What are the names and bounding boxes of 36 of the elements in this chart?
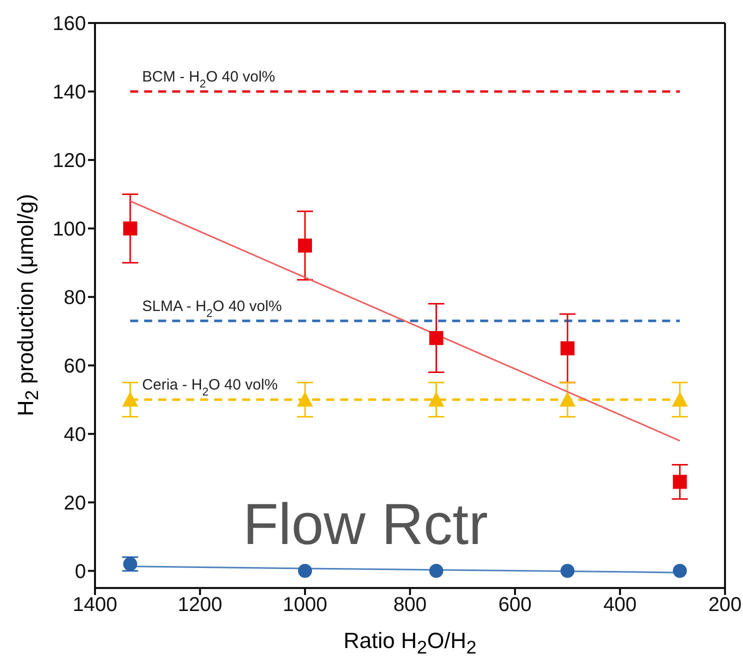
x-tick-label: 1000 <box>282 594 328 616</box>
x-tick-label: 1400 <box>72 594 118 616</box>
point <box>560 564 574 578</box>
y-tick-label: 20 <box>64 492 86 514</box>
y-tick-label: 140 <box>52 82 86 104</box>
point <box>123 221 138 236</box>
x-axis-title: Ratio H$_{2}$O/H$_{2}$ <box>342 628 478 658</box>
x-tick-label: 400 <box>603 594 637 616</box>
x-tick-label: 600 <box>498 594 532 616</box>
point <box>298 564 312 578</box>
ref-line-label: BCM - H$_{2}$O 40 vol% <box>142 68 276 90</box>
point <box>672 474 687 489</box>
y-tick-label: 160 <box>52 13 86 36</box>
x-tick-label: 200 <box>708 594 742 616</box>
y-tick-label: 0 <box>74 560 86 583</box>
point <box>429 331 444 346</box>
point <box>560 392 576 407</box>
point <box>429 564 444 578</box>
point <box>672 564 687 578</box>
y-tick-label: 100 <box>52 218 86 241</box>
point <box>122 392 138 407</box>
point <box>428 392 444 407</box>
y-tick-label: 60 <box>64 356 86 378</box>
point <box>297 392 313 407</box>
y-tick-label: 80 <box>64 287 86 310</box>
annotation: Flow Rctr <box>243 492 488 558</box>
point <box>672 392 688 407</box>
ref-line-label: Ceria - H$_{2}$O 40 vol% <box>142 376 278 399</box>
line-series <box>129 200 681 442</box>
point <box>560 341 574 356</box>
y-tick-label: 40 <box>64 424 86 446</box>
y-tick-label: 120 <box>52 150 86 172</box>
x-tick-label: 1200 <box>178 594 222 616</box>
ref-line-label: SLMA - H$_{2}$O 40 vol% <box>142 298 282 320</box>
point <box>298 238 312 253</box>
x-tick-label: 800 <box>393 594 427 616</box>
